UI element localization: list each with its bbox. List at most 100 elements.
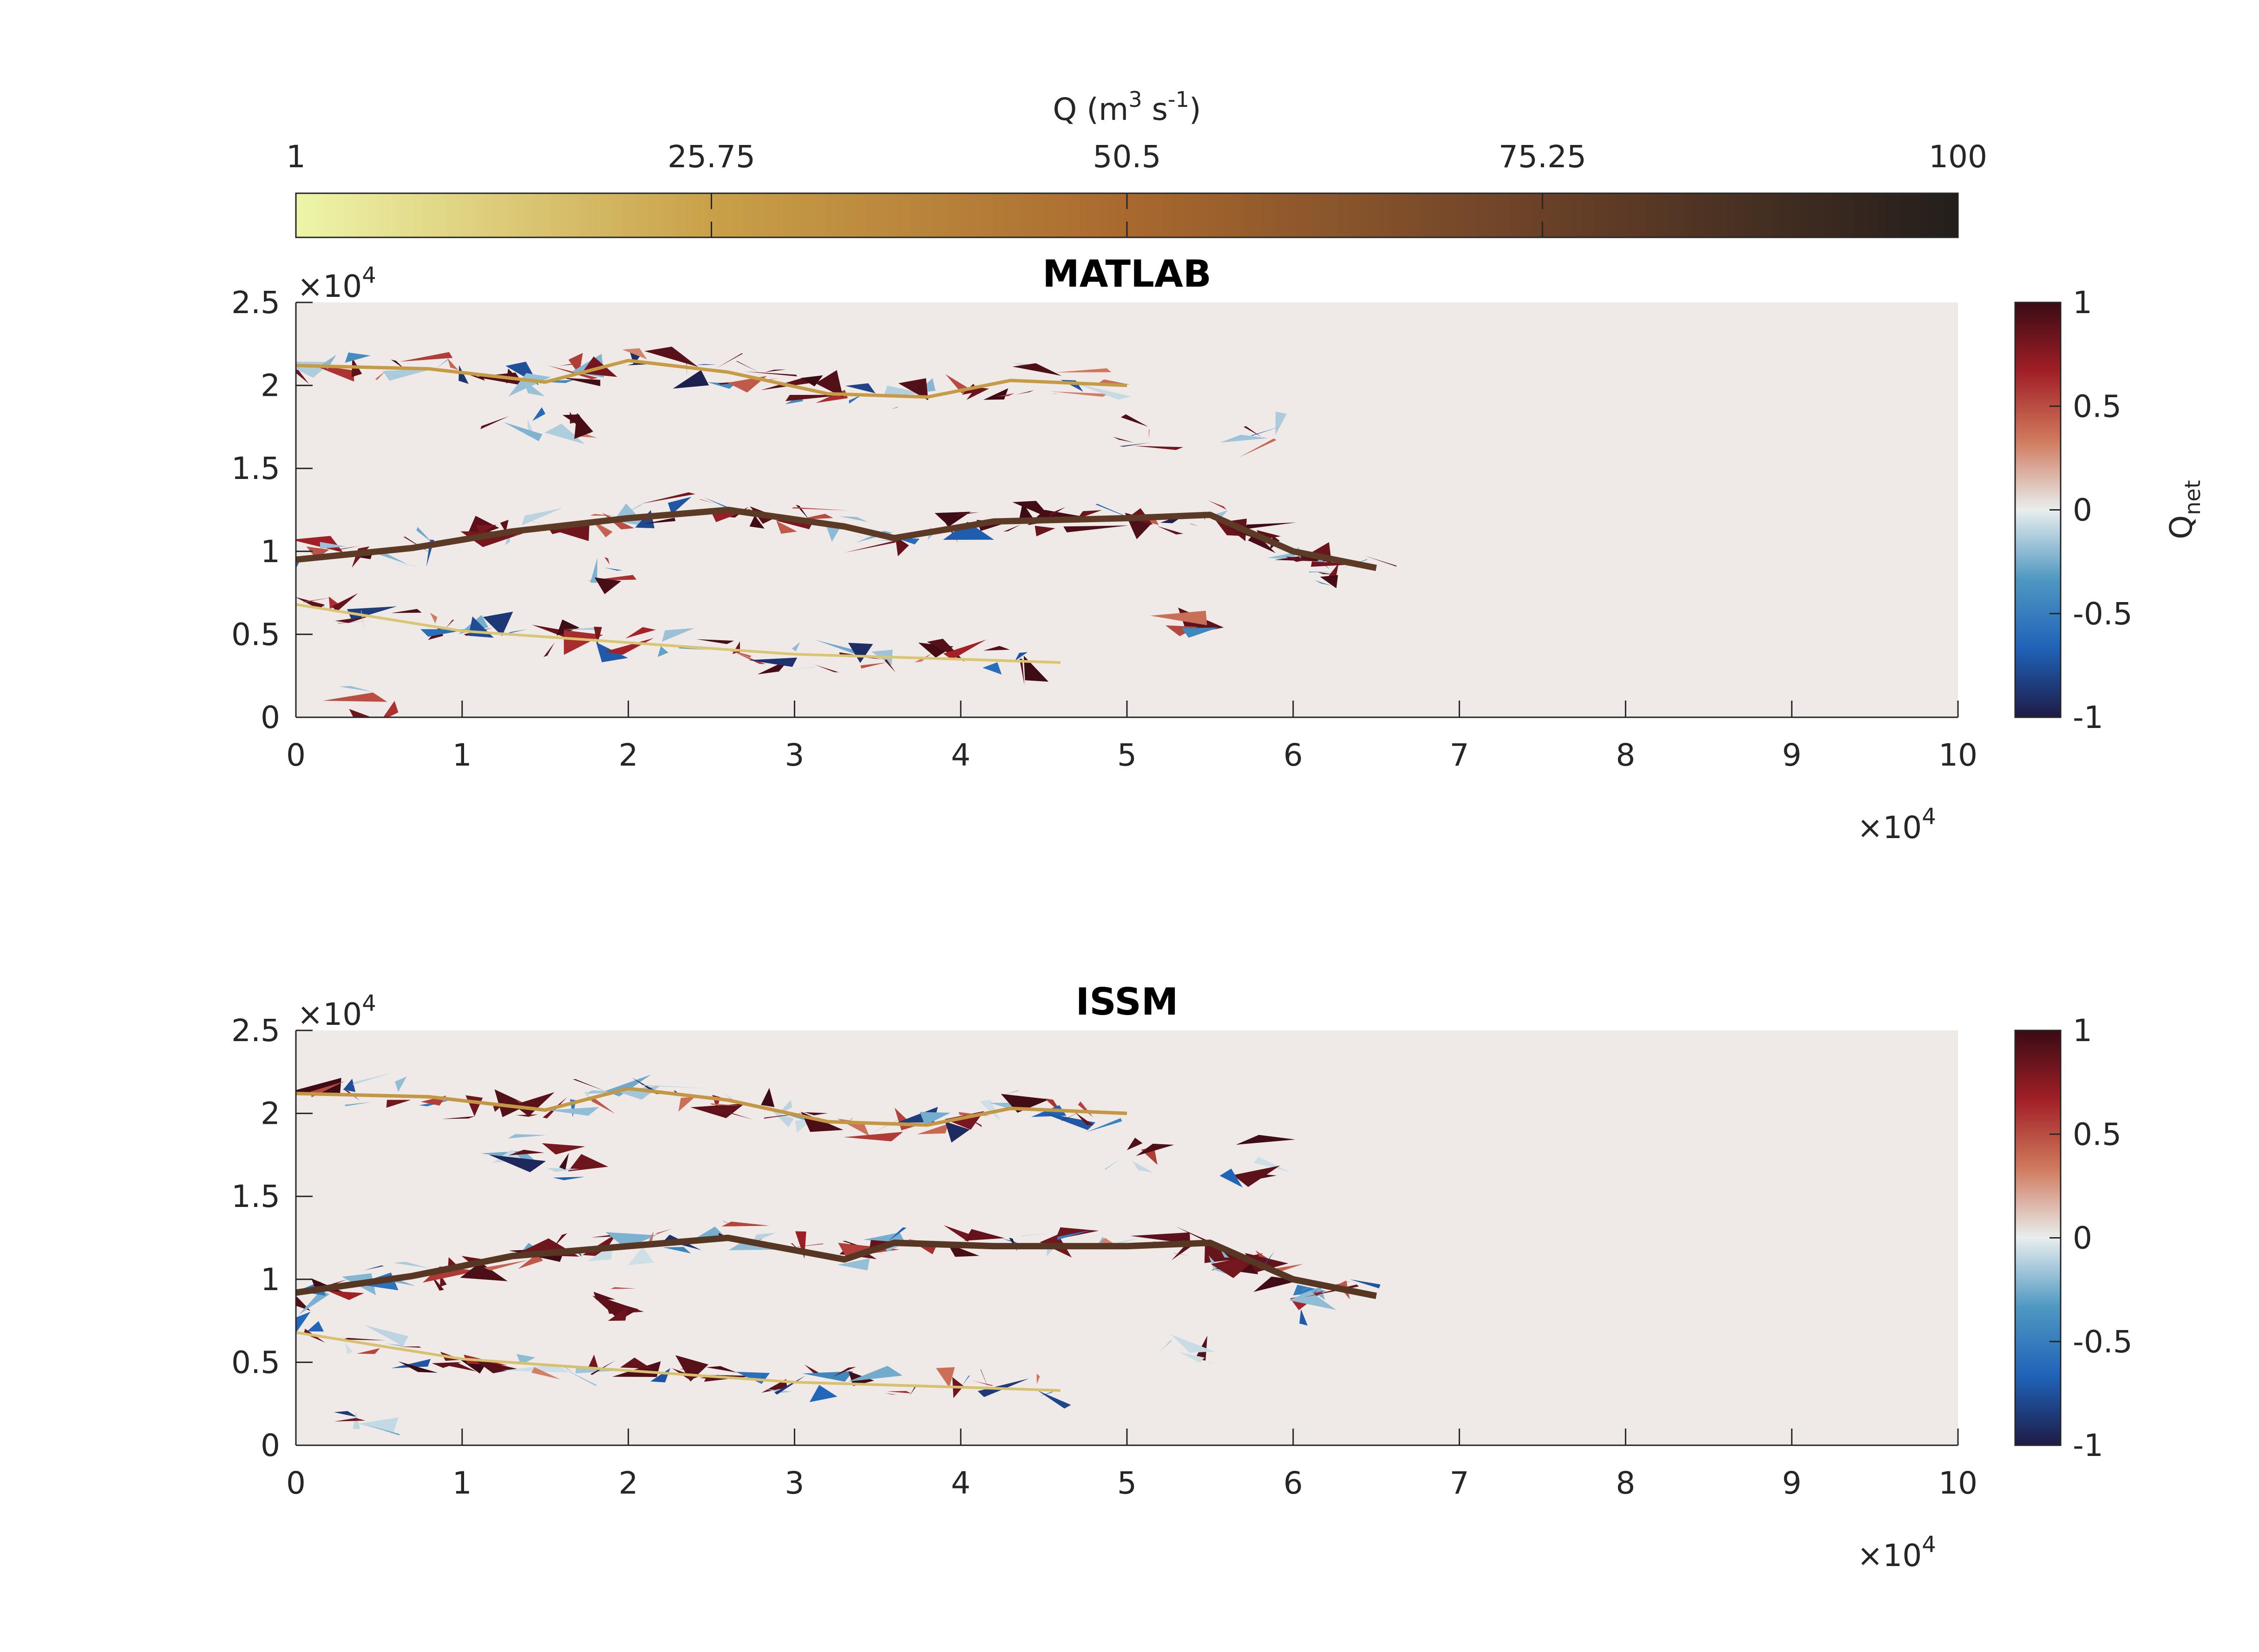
y-tick-label: 0 (261, 1428, 280, 1463)
x-tick-label: 3 (785, 1465, 804, 1501)
mesh-facet (800, 375, 823, 387)
mesh-facet (587, 1098, 615, 1114)
mesh-facet (347, 606, 397, 620)
mesh-facet (1173, 1252, 1190, 1256)
mesh-facet (706, 1366, 737, 1373)
mesh-facet (342, 1337, 386, 1341)
mesh-facet (703, 497, 730, 509)
mesh-facet (943, 521, 994, 540)
mesh-facet (1052, 393, 1059, 394)
x-tick-label: 8 (1616, 1465, 1635, 1501)
x-tick-label: 5 (1117, 737, 1137, 773)
colorbar-top-tick-label: 25.75 (668, 139, 755, 175)
mesh-facet (648, 1231, 654, 1243)
colorbar-side-tick-label: -1 (2073, 1428, 2103, 1463)
mesh-facet (385, 562, 418, 566)
mesh-facet (832, 1367, 857, 1377)
mesh-facets (296, 347, 1397, 721)
mesh-facet (1208, 500, 1227, 510)
mesh-facet (393, 1261, 429, 1268)
mesh-facet (483, 611, 513, 636)
mesh-facet (484, 1260, 529, 1271)
colorbar-side-tick-label: -0.5 (2073, 1324, 2133, 1360)
mesh-facet (447, 358, 458, 370)
mesh-facet (590, 557, 597, 583)
mesh-facet (384, 1343, 405, 1346)
mesh-facet (1308, 571, 1336, 573)
mesh-facet (943, 639, 987, 660)
mesh-facet (622, 348, 647, 360)
mesh-facet (447, 1363, 476, 1371)
mesh-facet (588, 1354, 598, 1369)
colorbar-side-tick-label: 1 (2073, 1013, 2092, 1049)
mesh-facet (505, 629, 527, 635)
mesh-facet (1012, 363, 1062, 376)
mesh-facet (1063, 525, 1129, 532)
mesh-facet (574, 413, 593, 439)
mesh-facet (856, 535, 867, 539)
mesh-facet (1003, 524, 1021, 532)
mesh-facet (1015, 652, 1028, 662)
mesh-facet (435, 359, 449, 369)
channel-line (296, 1087, 1127, 1127)
mesh-facet (563, 627, 602, 630)
mesh-facet (1349, 1279, 1381, 1289)
mesh-facet (356, 1348, 380, 1354)
y-tick-label: 0.5 (231, 616, 280, 652)
mesh-facet (432, 1362, 461, 1368)
mesh-facet (983, 646, 1010, 651)
mesh-facet (585, 1090, 626, 1094)
y-tick-label: 2.5 (231, 285, 280, 321)
mesh-facet (296, 1311, 311, 1332)
mesh-facet (736, 361, 760, 373)
x-tick-label: 2 (619, 737, 638, 773)
mesh-facet (604, 638, 654, 655)
mesh-facet (826, 526, 841, 542)
mesh-facet (668, 497, 692, 515)
colorbar-side-gradient (2014, 1029, 2062, 1446)
mesh-facet (673, 370, 709, 389)
mesh-facet (489, 1154, 546, 1173)
x-tick-label: 4 (951, 1465, 970, 1501)
mesh-facet (802, 1371, 853, 1382)
mesh-facet (350, 718, 362, 721)
mesh-facet (886, 1391, 911, 1394)
mesh-facet (662, 1247, 691, 1254)
mesh-facet (627, 362, 650, 366)
mesh-facet (553, 1177, 585, 1180)
mesh-facet (765, 369, 786, 373)
mesh-facet (344, 1102, 372, 1107)
mesh-facet (1293, 1285, 1327, 1296)
mesh-facet (332, 593, 358, 612)
colorbar-side-tick-label: 0 (2073, 1220, 2092, 1256)
mesh-facet (1317, 572, 1334, 575)
mesh-facet (1086, 1118, 1122, 1133)
mesh-facet (644, 347, 699, 367)
mesh-facet (365, 1424, 400, 1436)
mesh-facets (296, 1073, 1381, 1436)
mesh-facet (1105, 1159, 1120, 1170)
x-tick-label: 3 (785, 737, 804, 773)
mesh-facet (383, 701, 399, 717)
mesh-facet (311, 364, 354, 382)
x-tick-label: 0 (286, 1465, 306, 1501)
colorbar-top-tick-label: 1 (286, 139, 306, 175)
mesh-facet (1236, 1134, 1296, 1145)
mesh-facet (728, 1242, 777, 1251)
channel-line (296, 603, 1061, 664)
mesh-facet (1039, 1390, 1054, 1396)
mesh-facet (1075, 1112, 1093, 1126)
mesh-facet (458, 365, 469, 384)
mesh-facet (1171, 1334, 1215, 1353)
mesh-facet (554, 1233, 567, 1247)
mesh-facet (966, 387, 989, 400)
mesh-facet (1148, 429, 1150, 439)
mesh-facet (1208, 1362, 1215, 1364)
mesh-facet (678, 647, 709, 650)
colorbar-side-tick-label: 0.5 (2073, 1116, 2121, 1152)
mesh-facet (1040, 1112, 1096, 1130)
mesh-facet (464, 1354, 508, 1365)
mesh-facet (563, 378, 601, 387)
x-tick-label: 4 (951, 737, 970, 773)
